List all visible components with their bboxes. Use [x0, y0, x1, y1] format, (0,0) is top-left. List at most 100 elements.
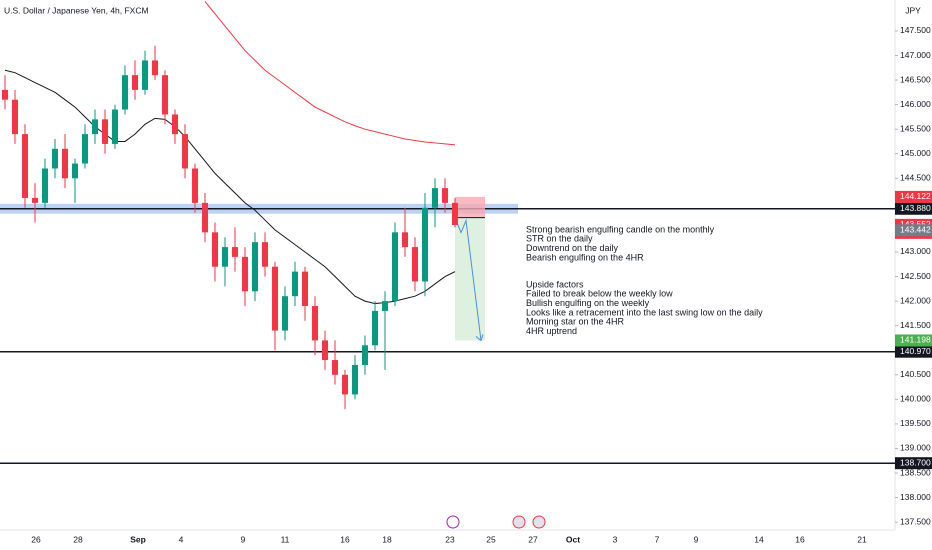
candle-body — [362, 345, 368, 365]
candle-body — [342, 374, 348, 395]
candle-body — [182, 134, 188, 169]
candle-body — [322, 340, 328, 361]
price-tag — [895, 334, 932, 347]
candle-body — [442, 188, 448, 203]
candle-body — [202, 202, 208, 233]
level-tag-label: 138.700 — [900, 457, 931, 467]
event-icon[interactable] — [532, 515, 546, 529]
y-tick-label: 140.500 — [900, 369, 931, 379]
price-tag-label: 141.198 — [900, 335, 931, 345]
y-tick-label: 146.500 — [900, 74, 931, 84]
currency: JPY — [905, 5, 921, 15]
y-tick-label: 146.000 — [900, 99, 931, 109]
annotation: Failed to break below the weekly low — [526, 289, 673, 299]
x-tick-label: 3 — [613, 534, 618, 544]
y-tick-label: 143.000 — [900, 246, 931, 256]
event-icon[interactable] — [446, 515, 460, 529]
annotation: 4HR uptrend — [526, 326, 577, 336]
candle-body — [332, 360, 338, 375]
y-tick-label: 141.500 — [900, 320, 931, 330]
y-tick-label: 145.500 — [900, 123, 931, 133]
candle-body — [152, 60, 158, 76]
candle-body — [292, 271, 298, 297]
arrow-head — [475, 334, 484, 342]
annotation: STR on the daily — [526, 234, 593, 244]
chart-title: U.S. Dollar / Japanese Yen, 4h, FXCM — [4, 5, 149, 15]
candle-body — [422, 207, 428, 282]
candle-body — [162, 75, 168, 115]
x-tick-label: 7 — [655, 534, 660, 544]
price-tag — [895, 190, 932, 203]
y-tick-label: 139.500 — [900, 418, 931, 428]
candle-body — [52, 148, 58, 169]
x-tick-label: Oct — [566, 534, 580, 544]
candle-body — [272, 266, 278, 331]
y-tick-label: 140.000 — [900, 394, 931, 404]
candle-body — [142, 60, 148, 90]
annotation: Morning star on the 4HR — [526, 317, 625, 327]
price-tag-label: 143.552 — [900, 219, 931, 229]
annotation: Upside factors — [526, 279, 584, 289]
price-tag-label: 143.442 — [900, 225, 931, 235]
x-tick-label: 4 — [179, 534, 184, 544]
event-icon[interactable] — [512, 515, 526, 529]
candle-body — [212, 232, 218, 267]
candle-body — [102, 119, 108, 144]
y-tick-label: 145.000 — [900, 148, 931, 158]
candle-body — [172, 114, 178, 135]
level-tag-label: 140.970 — [900, 346, 931, 356]
x-tick-label: 14 — [754, 534, 764, 544]
candle-body — [92, 119, 98, 135]
candle-body — [82, 134, 88, 164]
candle-body — [372, 310, 378, 346]
stop-zone — [455, 196, 485, 218]
candle-body — [132, 75, 138, 90]
candle-body — [452, 202, 458, 225]
candle-body — [72, 163, 78, 179]
y-tick-label: 137.500 — [900, 516, 931, 526]
annotation: Bullish engulfing on the weekly — [526, 298, 650, 308]
x-tick-label: 26 — [31, 534, 41, 544]
x-tick-label: 23 — [445, 534, 455, 544]
level-tag — [895, 202, 932, 215]
target-zone — [455, 217, 485, 341]
moving-average — [4, 69, 456, 305]
x-tick-label: 9 — [241, 534, 246, 544]
x-tick-label: 11 — [281, 534, 290, 544]
level-tag — [895, 457, 932, 470]
candle-body — [312, 306, 318, 341]
candle-body — [112, 109, 118, 144]
y-tick-label: 144.500 — [900, 173, 931, 183]
candle-body — [12, 99, 18, 135]
annotation: Looks like a retracement into the last s… — [526, 307, 763, 317]
y-tick-label: 139.000 — [900, 443, 931, 453]
candle-body — [62, 148, 68, 179]
candle-body — [242, 256, 248, 292]
candle-body — [282, 296, 288, 331]
level-tag-label: 143.880 — [900, 203, 931, 213]
y-tick-label: 147.000 — [900, 50, 931, 60]
candle-body — [32, 197, 38, 203]
candle-body — [402, 232, 408, 248]
x-tick-label: 21 — [857, 534, 867, 544]
candle-body — [22, 134, 28, 198]
price-tag-label: 144.122 — [900, 191, 931, 201]
candle-body — [412, 247, 418, 282]
y-tick-label: 142.000 — [900, 295, 931, 305]
candle-body — [352, 364, 358, 395]
y-tick-label: 138.000 — [900, 492, 931, 502]
projection-arrow — [454, 217, 482, 341]
price-tag — [895, 224, 932, 237]
candle-body — [192, 168, 198, 203]
y-tick-label: 142.500 — [900, 271, 931, 281]
candle-body — [392, 232, 398, 302]
x-tick-label: 16 — [340, 534, 350, 544]
annotation: Bearish engulfing on the 4HR — [526, 252, 644, 262]
x-tick-label: 25 — [486, 534, 496, 544]
candle-body — [2, 89, 8, 100]
candle-body — [232, 247, 238, 257]
x-tick-label: 9 — [694, 534, 699, 544]
x-tick-label: 18 — [382, 534, 392, 544]
x-tick-label: 28 — [73, 534, 83, 544]
